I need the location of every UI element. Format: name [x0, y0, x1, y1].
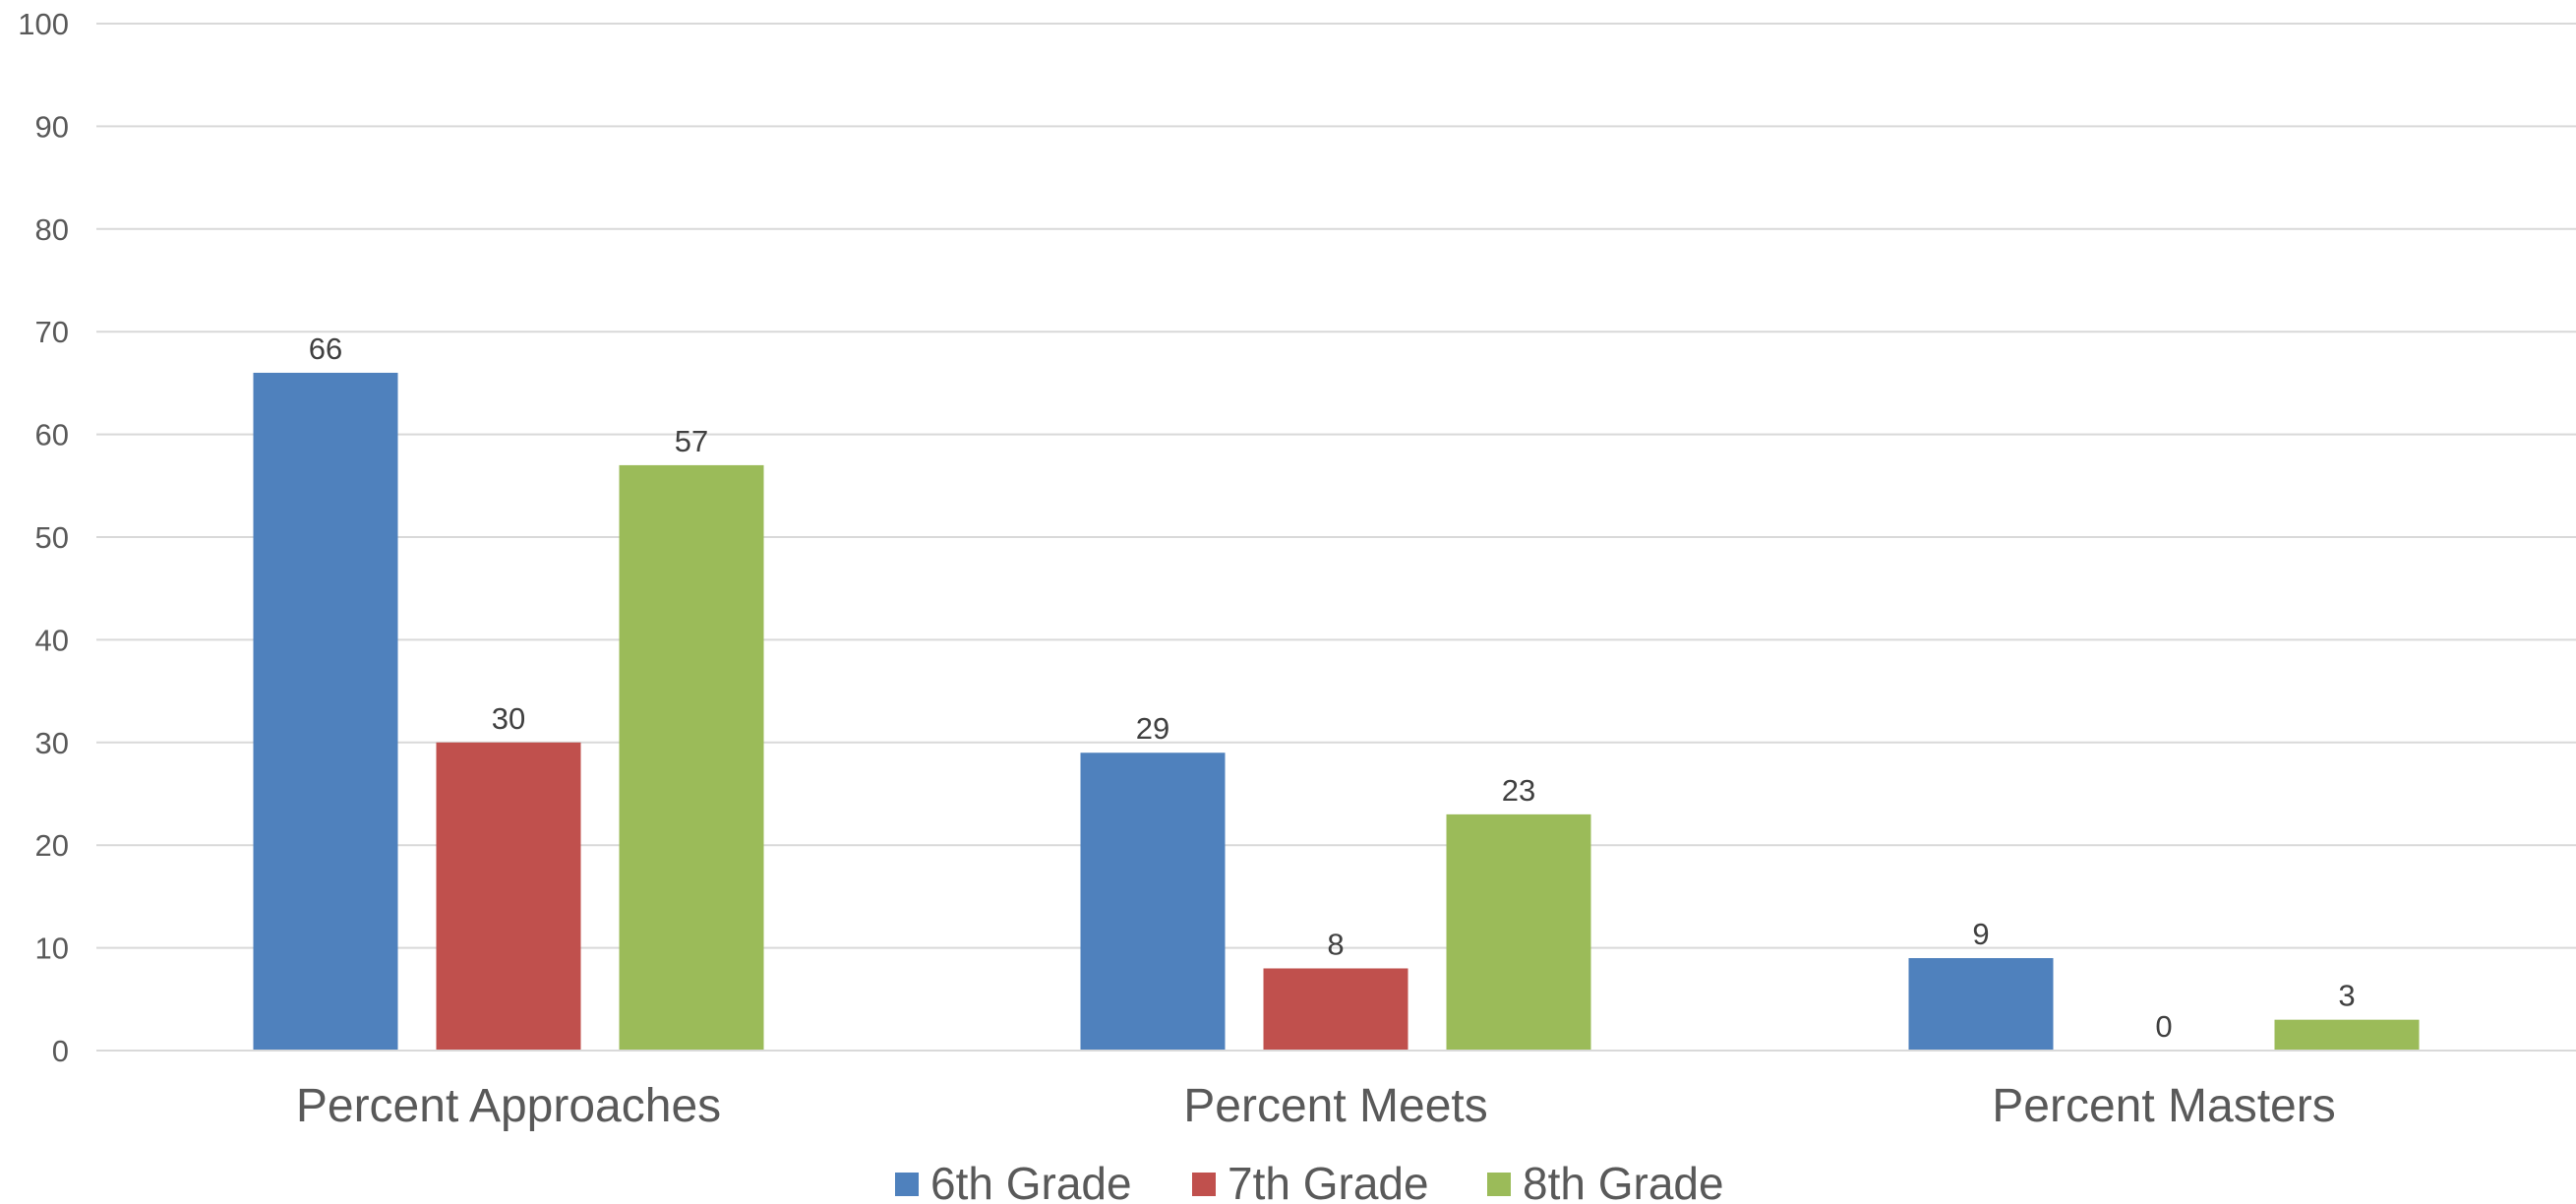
- data-label: 3: [2338, 979, 2355, 1013]
- y-tick-label: 20: [35, 828, 69, 863]
- y-tick-label: 0: [52, 1034, 69, 1068]
- bar-8th-grade[interactable]: [2274, 1019, 2420, 1051]
- bar-8th-grade[interactable]: [1446, 813, 1591, 1051]
- legend-swatch: [1487, 1173, 1511, 1196]
- category-label: Percent Approaches: [296, 1080, 721, 1132]
- legend[interactable]: 6th Grade 7th Grade 8th Grade: [895, 1158, 1724, 1204]
- legend-swatch: [1192, 1173, 1216, 1196]
- bars: [253, 372, 2420, 1052]
- y-axis-ticks: 0 10 20 30 40 50 60 70 80 90 100: [18, 7, 69, 1068]
- data-label: 9: [1972, 917, 1989, 951]
- category-label: Percent Masters: [1992, 1080, 2335, 1132]
- bar-6th-grade[interactable]: [1908, 958, 2054, 1051]
- legend-swatch: [895, 1173, 919, 1196]
- y-tick-label: 40: [35, 623, 69, 657]
- data-label: 23: [1502, 773, 1535, 808]
- data-label: 8: [1327, 927, 1344, 961]
- y-tick-label: 10: [35, 932, 69, 966]
- legend-label: 8th Grade: [1523, 1158, 1724, 1204]
- data-label: 29: [1136, 711, 1169, 746]
- data-label: 57: [675, 424, 708, 458]
- category-label: Percent Meets: [1183, 1080, 1487, 1132]
- y-tick-label: 70: [35, 315, 69, 349]
- y-tick-label: 80: [35, 212, 69, 247]
- legend-item-7th-grade[interactable]: 7th Grade: [1192, 1158, 1429, 1204]
- y-tick-label: 50: [35, 520, 69, 555]
- legend-item-6th-grade[interactable]: 6th Grade: [895, 1158, 1132, 1204]
- legend-label: 7th Grade: [1228, 1158, 1429, 1204]
- data-label: 0: [2155, 1009, 2172, 1044]
- bar-7th-grade[interactable]: [436, 742, 581, 1051]
- data-label: 30: [492, 701, 525, 736]
- y-tick-label: 60: [35, 418, 69, 452]
- legend-item-8th-grade[interactable]: 8th Grade: [1487, 1158, 1724, 1204]
- legend-label: 6th Grade: [930, 1158, 1132, 1204]
- data-labels: 66 30 57 29 8 23 9 0 3: [309, 331, 2356, 1044]
- category-labels: Percent Approaches Percent Meets Percent M…: [296, 1080, 2336, 1132]
- y-tick-label: 90: [35, 109, 69, 144]
- y-tick-label: 30: [35, 726, 69, 760]
- bar-6th-grade[interactable]: [1080, 752, 1226, 1051]
- bar-7th-grade[interactable]: [1263, 968, 1408, 1051]
- y-tick-label: 100: [18, 7, 69, 41]
- data-label: 66: [309, 331, 342, 366]
- bar-6th-grade[interactable]: [253, 372, 398, 1052]
- bar-8th-grade[interactable]: [619, 464, 764, 1051]
